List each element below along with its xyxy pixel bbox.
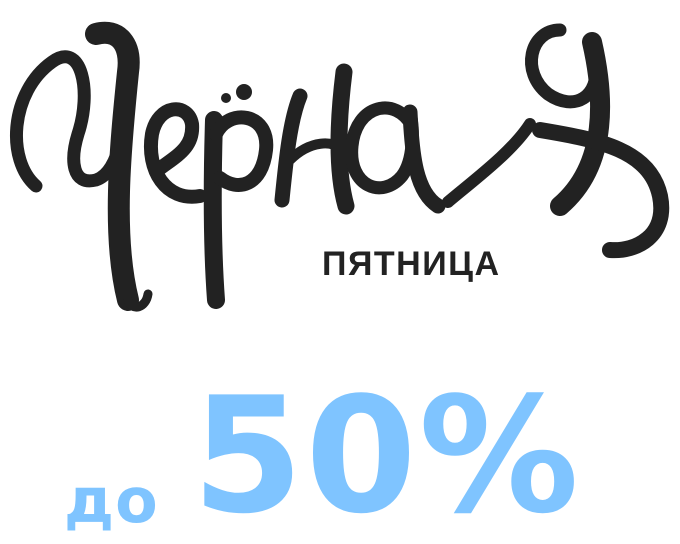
discount-prefix: до — [64, 464, 159, 537]
discount-value: 50% — [192, 362, 581, 544]
subtitle-text: ПЯТНИЦА — [322, 245, 501, 283]
script-title: Чёрная — [10, 21, 670, 312]
handwritten-title-logo: Чёрная — [10, 21, 670, 312]
discount-block: до 50% — [56, 372, 656, 542]
